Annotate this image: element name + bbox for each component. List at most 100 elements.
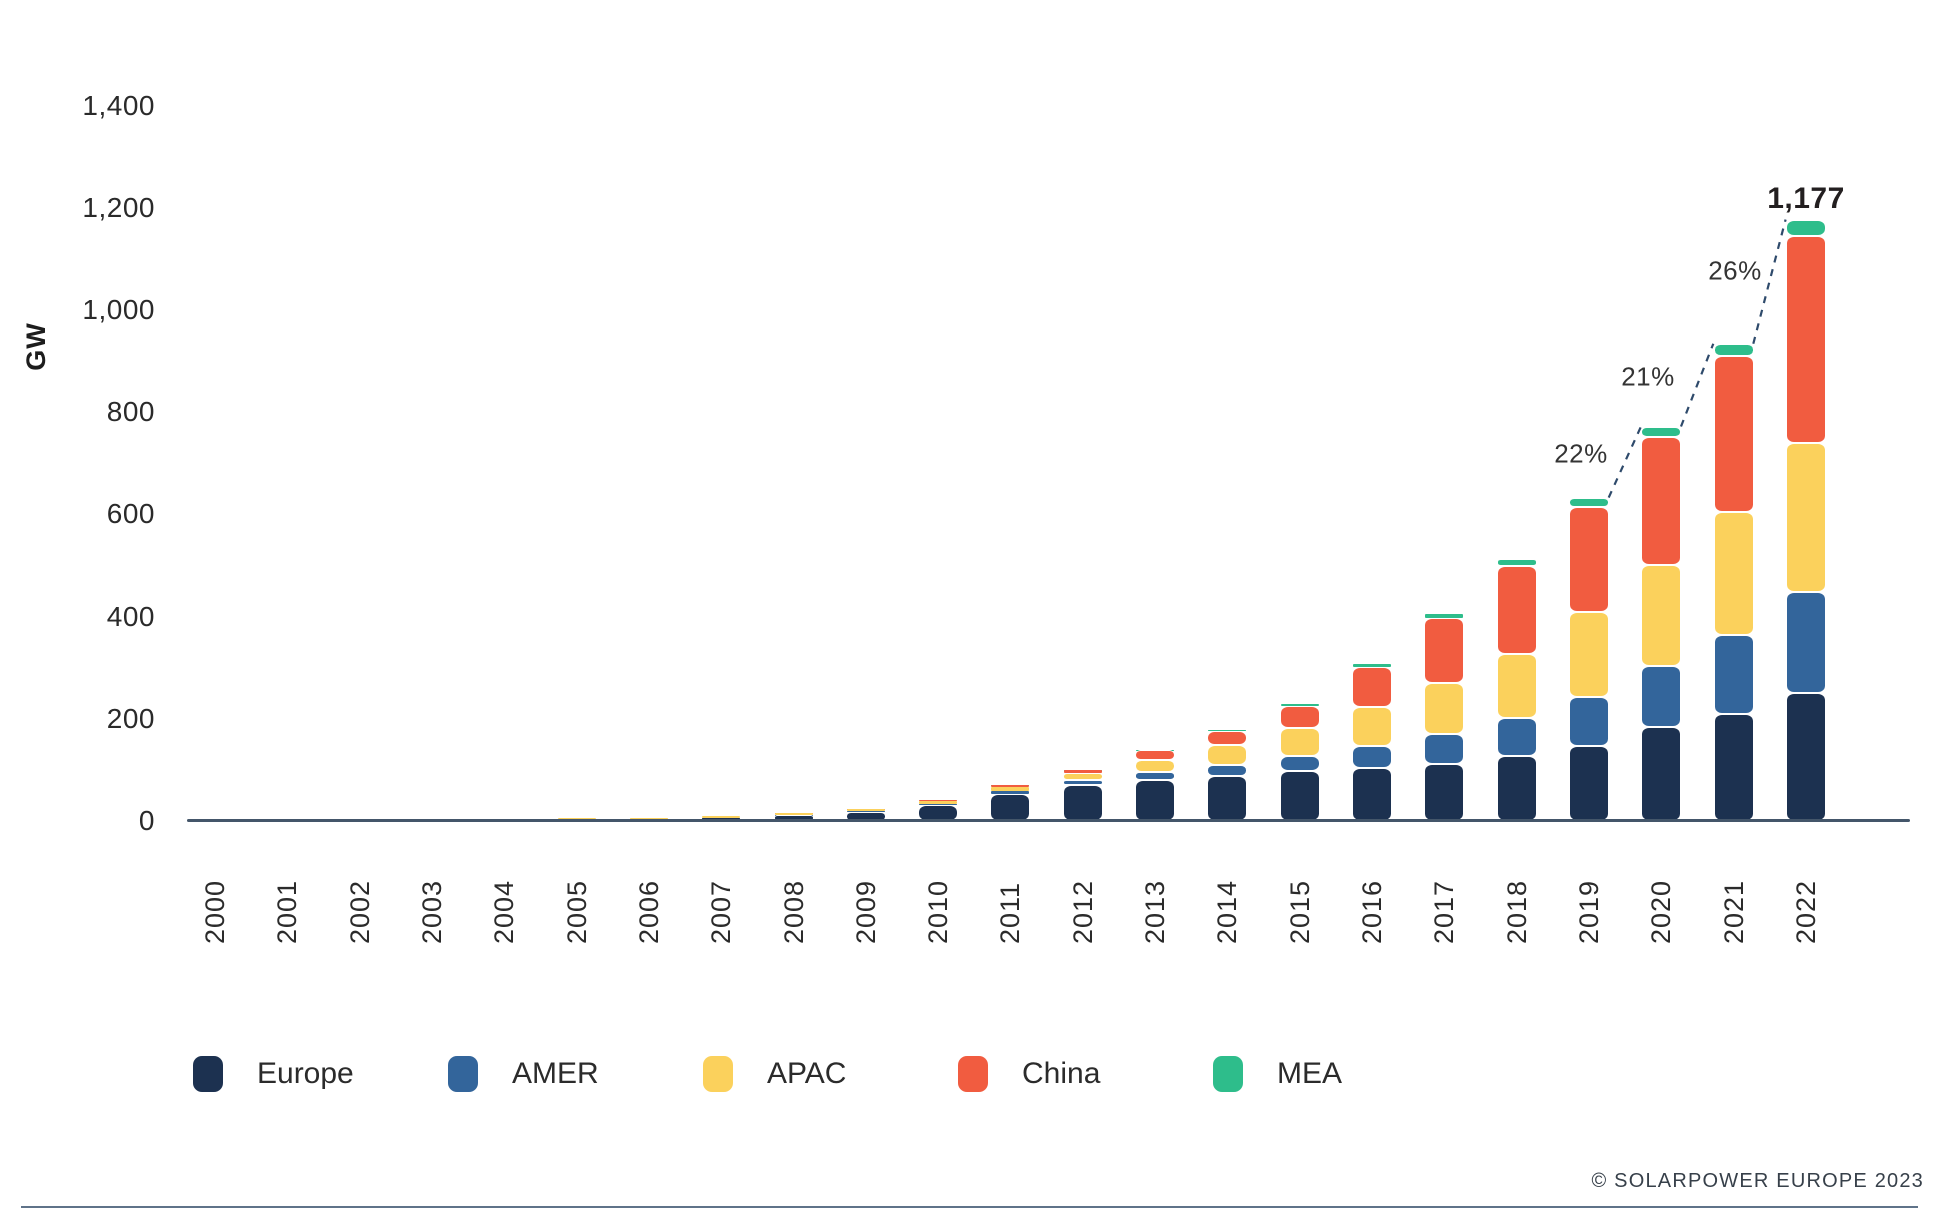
bar-2010 [919, 800, 958, 821]
bar-2017 [1425, 614, 1464, 821]
bar-segment-mea [1425, 614, 1464, 619]
bar-segment-apac [1208, 745, 1247, 766]
bar-segment-amer [1569, 696, 1608, 746]
x-tick-label-2008: 2008 [775, 834, 813, 944]
bar-segment-amer [1642, 665, 1681, 727]
legend-label: Europe [257, 1057, 354, 1090]
legend-item-amer: AMER [448, 1056, 703, 1092]
y-tick-label: 0 [138, 805, 155, 836]
x-axis-labels: 2000 2001 2002 2003 2004 2005 2006 2007 2008 2009… [196, 834, 1825, 944]
bars-plot-area [196, 105, 1825, 821]
bar-2016 [1353, 664, 1391, 821]
x-tick-label-2019: 2019 [1570, 834, 1608, 944]
bar-segment-mea [1714, 343, 1753, 356]
bar-segment-apac [1497, 653, 1536, 718]
x-tick-text: 2010 [923, 879, 954, 944]
bar-segment-amer [1280, 756, 1319, 772]
x-tick-label-2002: 2002 [341, 834, 379, 944]
y-tick-label: 200 [106, 702, 155, 734]
bar-segment-apac [1353, 707, 1391, 746]
y-tick-label: 1,200 [82, 191, 155, 223]
x-tick-label-2005: 2005 [558, 834, 596, 944]
bar-segment-china [1136, 750, 1175, 761]
bar-segment-apac [1642, 564, 1681, 666]
x-tick-text: 2000 [200, 879, 230, 944]
x-tick-label-2013: 2013 [1136, 834, 1174, 944]
bar-segment-apac [919, 800, 958, 804]
bar-segment-apac [846, 809, 885, 812]
bar-segment-china [1642, 436, 1681, 565]
legend-label: APAC [767, 1057, 847, 1090]
legend-item-china: China [958, 1056, 1213, 1092]
x-tick-text: 2009 [850, 879, 881, 944]
x-tick-text: 2015 [1284, 879, 1315, 944]
bar-segment-amer [1063, 780, 1102, 786]
legend-label: China [1022, 1057, 1101, 1090]
bar-segment-china [991, 785, 1030, 787]
x-tick-label-2012: 2012 [1064, 834, 1102, 944]
bar-segment-china [1497, 565, 1536, 654]
bar-segment-apac [1136, 760, 1175, 773]
x-tick-label-2015: 2015 [1281, 834, 1319, 944]
y-tick-label: 1,000 [82, 294, 155, 325]
bar-segment-amer [991, 790, 1030, 795]
bar-segment-apac [1714, 511, 1753, 635]
x-tick-label-2007: 2007 [702, 834, 740, 944]
x-tick-text: 2006 [633, 879, 664, 944]
x-tick-label-2016: 2016 [1353, 834, 1391, 944]
bar-segment-mea [1353, 664, 1391, 668]
total-value-label: 1,177 [1767, 182, 1845, 215]
bar-segment-amer [1136, 772, 1175, 780]
credit-text: © SOLARPOWER EUROPE 2023 [1591, 1170, 1924, 1192]
legend-swatch-europe [193, 1056, 223, 1092]
legend: Europe AMER APAC China MEA [193, 1053, 1468, 1095]
y-axis-title-text: GW [20, 321, 51, 371]
bar-segment-china [1280, 705, 1319, 729]
legend-swatch-mea [1213, 1056, 1243, 1092]
bar-segment-europe [991, 794, 1030, 821]
bar-segment-apac [1569, 611, 1608, 697]
bar-segment-apac [1063, 773, 1102, 781]
y-tick-label: 800 [106, 396, 155, 428]
bar-segment-europe [1714, 713, 1753, 821]
bar-segment-china [1786, 235, 1825, 443]
bar-segment-europe [1425, 763, 1464, 821]
x-tick-text: 2007 [706, 879, 737, 944]
legend-item-mea: MEA [1213, 1056, 1468, 1092]
bar-segment-apac [702, 816, 741, 818]
bar-segment-amer [846, 811, 885, 813]
bar-2015 [1280, 704, 1319, 821]
bar-segment-mea [1569, 497, 1608, 507]
bar-segment-europe [1569, 745, 1608, 821]
legend-swatch-apac [703, 1056, 733, 1092]
bar-segment-china [1063, 769, 1102, 774]
bar-segment-apac [991, 786, 1030, 791]
bar-segment-europe [1497, 756, 1536, 821]
x-tick-text: 2013 [1140, 879, 1171, 944]
bar-segment-mea [1280, 704, 1319, 706]
bar-segment-china [1425, 618, 1464, 684]
x-tick-text: 2004 [489, 879, 520, 944]
x-tick-text: 2005 [561, 879, 592, 944]
x-tick-label-2006: 2006 [630, 834, 668, 944]
bar-2021 [1714, 343, 1753, 821]
x-tick-text: 2001 [272, 879, 303, 944]
bar-segment-china [1208, 730, 1247, 746]
bar-segment-amer [1714, 634, 1753, 714]
x-tick-label-2021: 2021 [1715, 834, 1753, 944]
x-tick-label-2003: 2003 [413, 834, 451, 944]
x-tick-text: 2021 [1718, 879, 1749, 944]
bar-segment-europe [1353, 767, 1391, 821]
legend-label: AMER [512, 1057, 599, 1090]
bar-segment-china [1353, 667, 1391, 708]
bar-segment-amer [702, 817, 741, 819]
x-tick-label-2009: 2009 [847, 834, 885, 944]
legend-swatch-amer [448, 1056, 478, 1092]
bar-segment-apac [774, 812, 813, 815]
y-tick-label: 400 [106, 600, 155, 632]
footer-divider [21, 1206, 1918, 1208]
bar-segment-amer [774, 814, 813, 816]
bar-segment-europe [1280, 771, 1319, 821]
bar-segment-apac [1425, 683, 1464, 735]
x-tick-label-2000: 2000 [196, 834, 234, 944]
